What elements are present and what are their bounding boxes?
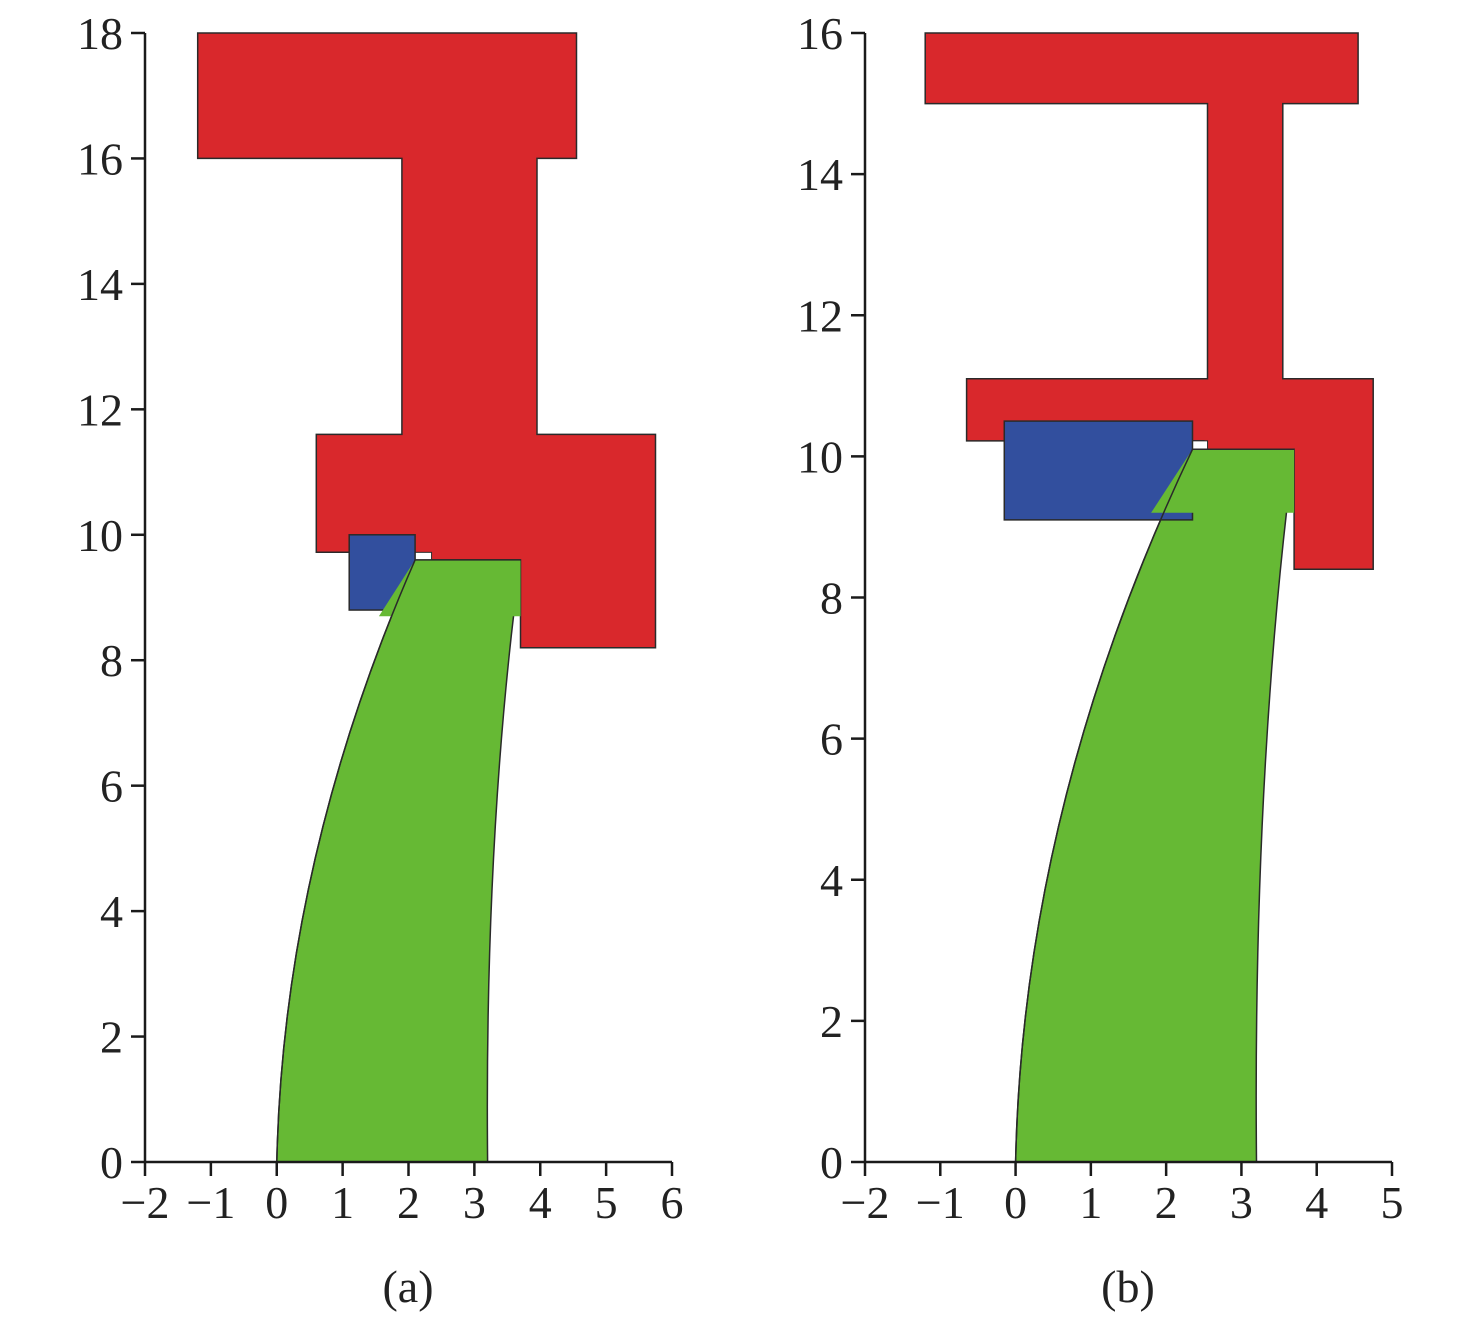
stem-shape — [1014, 448, 1295, 1163]
y-tick-label: 6 — [820, 714, 843, 765]
x-tick-label: −2 — [121, 1177, 170, 1228]
x-tick-label: 5 — [595, 1177, 618, 1228]
x-tick-label: 4 — [529, 1177, 552, 1228]
y-tick-label: 16 — [77, 133, 123, 184]
stem-shape — [276, 559, 522, 1163]
x-tick-label: 4 — [1305, 1177, 1328, 1228]
y-tick-label: 0 — [100, 1137, 123, 1188]
stem-top-overlay — [378, 559, 521, 617]
gap-rect — [1191, 440, 1209, 450]
x-tick-label: 6 — [661, 1177, 684, 1228]
x-tick-label: 3 — [1230, 1177, 1253, 1228]
gap-rect — [414, 551, 433, 561]
y-tick-label: 12 — [77, 384, 123, 435]
y-tick-label: 10 — [797, 431, 843, 482]
x-tick-label: 2 — [397, 1177, 420, 1228]
x-tick-label: 5 — [1381, 1177, 1404, 1228]
stem-left-edge — [1014, 448, 1194, 1163]
panel-label: (b) — [1101, 1261, 1155, 1312]
stem-left-edge — [276, 559, 416, 1163]
y-tick-label: 12 — [797, 290, 843, 341]
panel-label: (a) — [382, 1261, 433, 1312]
stem-top-overlay — [1151, 449, 1295, 513]
x-tick-label: 0 — [1004, 1177, 1027, 1228]
y-tick-label: 14 — [797, 149, 843, 200]
y-tick-label: 8 — [820, 573, 843, 624]
y-tick-label: 4 — [820, 855, 843, 906]
y-tick-label: 2 — [820, 996, 843, 1047]
x-tick-label: −1 — [916, 1177, 965, 1228]
x-tick-label: 1 — [1079, 1177, 1102, 1228]
y-tick-label: 6 — [100, 761, 123, 812]
x-tick-label: −1 — [186, 1177, 235, 1228]
y-tick-label: 16 — [797, 8, 843, 59]
x-tick-label: 3 — [463, 1177, 486, 1228]
y-tick-label: 4 — [100, 886, 123, 937]
x-tick-label: 2 — [1155, 1177, 1178, 1228]
y-tick-label: 18 — [77, 8, 123, 59]
y-tick-label: 2 — [100, 1012, 123, 1063]
x-tick-label: −2 — [841, 1177, 890, 1228]
y-tick-label: 8 — [100, 635, 123, 686]
x-tick-label: 1 — [331, 1177, 354, 1228]
x-tick-label: 0 — [265, 1177, 288, 1228]
y-tick-label: 14 — [77, 259, 123, 310]
y-tick-label: 10 — [77, 510, 123, 561]
y-tick-label: 0 — [820, 1137, 843, 1188]
